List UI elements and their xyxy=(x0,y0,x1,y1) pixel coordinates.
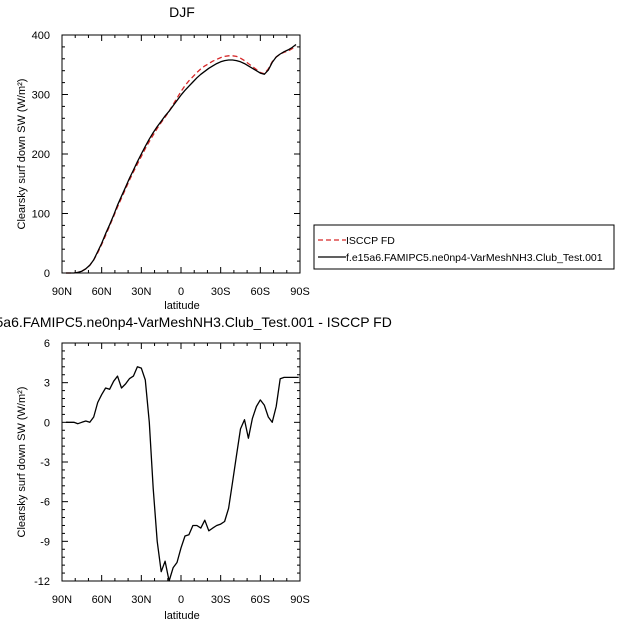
y-tick-label: -9 xyxy=(40,536,50,548)
x-tick-label: 30S xyxy=(211,594,231,606)
x-tick-label: 0 xyxy=(178,286,184,298)
x-tick-label: 0 xyxy=(178,594,184,606)
legend-label-model: f.e15a6.FAMIPC5.ne0np4-VarMeshNH3.Club_T… xyxy=(346,252,603,264)
y-tick-label: 300 xyxy=(32,90,50,102)
x-tick-label: 90S xyxy=(290,594,310,606)
chart-title: DJF xyxy=(169,4,195,20)
y-tick-label: 6 xyxy=(44,338,50,350)
y-axis-label-difference: Clearsky surf down SW (W/m²) xyxy=(16,387,28,538)
x-tick-label: 90N xyxy=(52,594,72,606)
plot-frame xyxy=(61,34,301,274)
x-tick-label: 60N xyxy=(92,286,112,298)
y-tick-label: 400 xyxy=(32,30,50,42)
y-tick-label: -12 xyxy=(34,576,50,588)
y-tick-label: -6 xyxy=(40,497,50,509)
chart-title-difference: f.e15a6.FAMIPC5.ne0np4-VarMeshNH3.Club_T… xyxy=(0,314,392,330)
y-tick-label: 200 xyxy=(32,149,50,161)
x-tick-label: 30S xyxy=(211,286,231,298)
x-tick-label: 90N xyxy=(52,286,72,298)
y-tick-label: 0 xyxy=(44,417,50,429)
y-tick-label: 3 xyxy=(44,378,50,390)
x-tick-label: 60S xyxy=(251,286,271,298)
legend: ISCCP FD f.e15a6.FAMIPC5.ne0np4-VarMeshN… xyxy=(313,224,615,270)
x-tick-label: 60S xyxy=(251,594,271,606)
chart-djf: DJF 90N 60N 30N 0 30S 60S 90S 0 100 200 300 400 la… xyxy=(16,4,615,312)
x-axis-label-difference: latitude xyxy=(164,610,199,622)
y-tick-label: 100 xyxy=(32,209,50,221)
y-axis-label: Clearsky surf down SW (W/m²) xyxy=(16,79,28,230)
plot-frame-difference xyxy=(61,342,301,582)
legend-box xyxy=(313,224,615,270)
y-tick-label: -3 xyxy=(40,457,50,469)
legend-label-isccp: ISCCP FD xyxy=(346,235,395,247)
x-tick-label: 90S xyxy=(290,286,310,298)
x-tick-label: 30N xyxy=(131,286,151,298)
chart-difference: f.e15a6.FAMIPC5.ne0np4-VarMeshNH3.Club_T… xyxy=(0,314,392,622)
x-axis-label: latitude xyxy=(164,300,199,312)
x-tick-label: 30N xyxy=(131,594,151,606)
series-line-1 xyxy=(66,366,299,582)
series-line-2 xyxy=(66,43,297,274)
series-line-1 xyxy=(66,45,297,274)
x-tick-label: 60N xyxy=(92,594,112,606)
y-tick-label: 0 xyxy=(44,268,50,280)
